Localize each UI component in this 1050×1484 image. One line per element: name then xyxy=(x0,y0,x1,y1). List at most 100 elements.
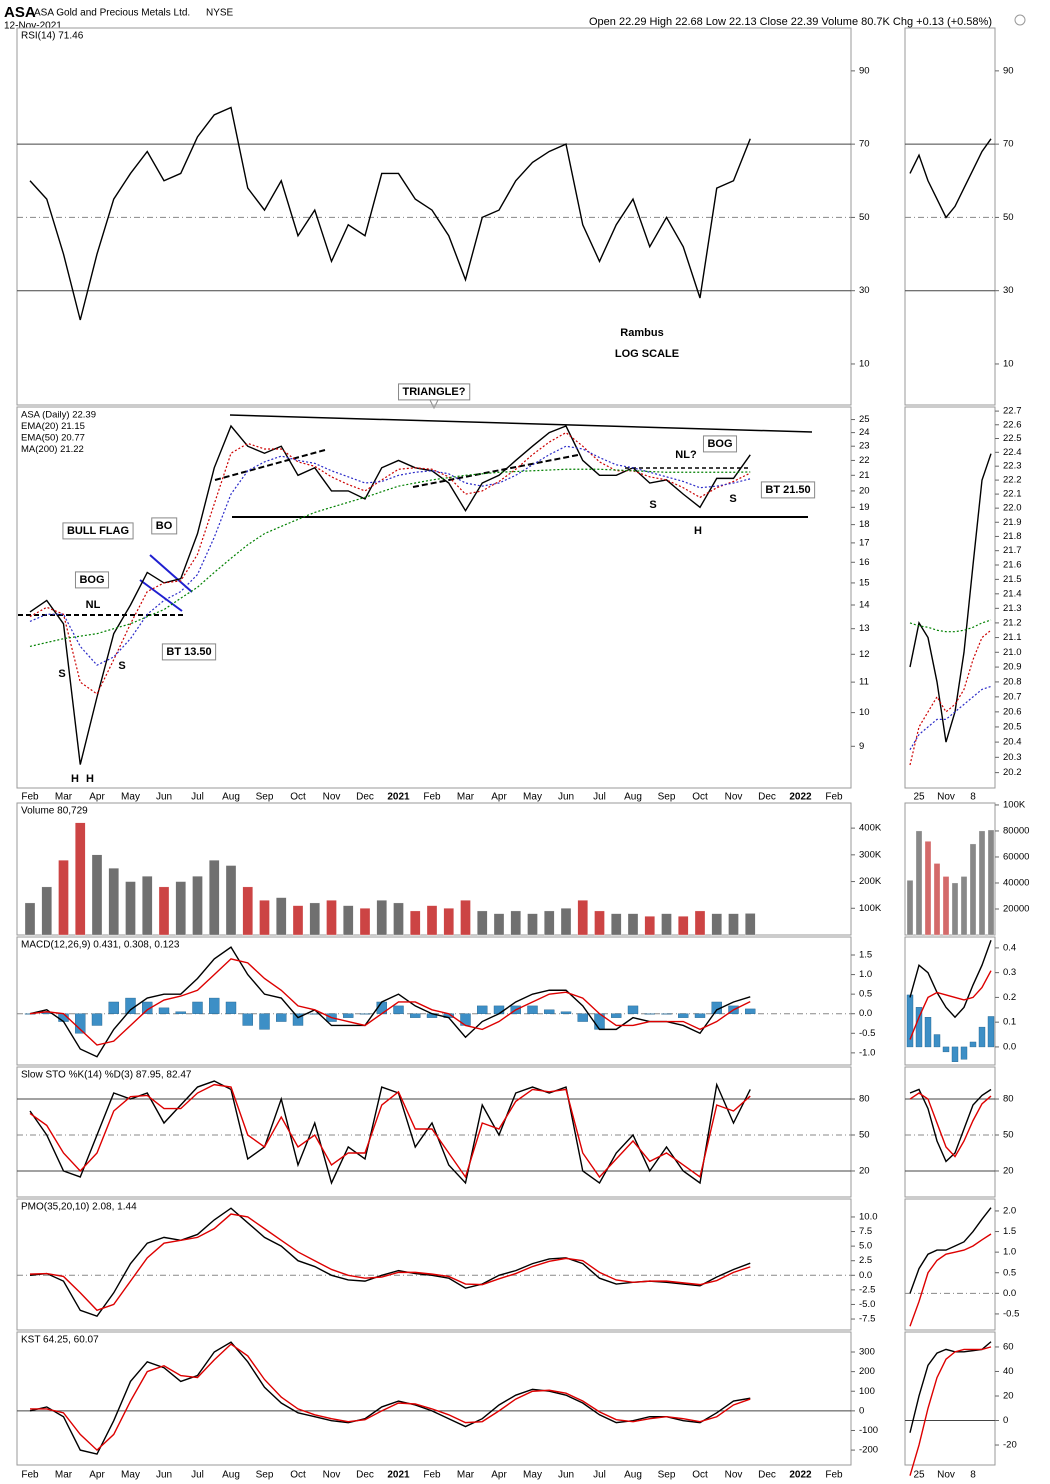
histogram-bar xyxy=(477,1005,488,1014)
y-tick-label: 21.7 xyxy=(1003,545,1022,556)
x-tick-label: Sep xyxy=(256,792,274,803)
volume-bar xyxy=(276,897,287,936)
x-tick-label: Sep xyxy=(658,792,676,803)
series-line xyxy=(909,970,992,1040)
y-tick-label: 20 xyxy=(859,485,870,496)
volume-bar xyxy=(58,860,69,936)
x-tick-label: Oct xyxy=(290,792,306,803)
y-tick-label: 22.3 xyxy=(1003,461,1022,472)
y-tick-label: 12 xyxy=(859,649,870,660)
volume-bar xyxy=(477,910,488,936)
y-tick-label: 40000 xyxy=(1003,877,1029,888)
x-tick-label: 2021 xyxy=(387,792,410,803)
series-line xyxy=(29,1341,751,1455)
volume-bar xyxy=(108,868,119,936)
histogram-bar xyxy=(192,1001,203,1014)
y-tick-label: 50 xyxy=(1003,1130,1014,1141)
annotation: NL xyxy=(86,599,101,611)
histogram-bar xyxy=(242,1013,253,1026)
copyright-icon xyxy=(1014,14,1026,26)
y-tick-label: 18 xyxy=(859,519,870,530)
y-tick-label: 20.5 xyxy=(1003,721,1022,732)
volume-bar xyxy=(915,830,923,936)
y-tick-label: -20 xyxy=(1003,1440,1017,1451)
panel-frame xyxy=(904,936,996,1066)
volume-bar xyxy=(577,900,588,936)
volume-bar xyxy=(410,910,421,936)
volume-bar xyxy=(942,876,950,936)
y-tick-label: 90 xyxy=(859,65,870,76)
quote: Open 22.29 High 22.68 Low 22.13 Close 22… xyxy=(589,16,992,28)
y-tick-label: -0.5 xyxy=(859,1028,875,1039)
histogram-bar xyxy=(108,1001,119,1014)
x-tick-label: Apr xyxy=(491,792,507,803)
y-tick-label: 24 xyxy=(859,427,870,438)
panel-frame xyxy=(904,1198,996,1331)
volume-bar xyxy=(661,913,672,936)
y-tick-label: 70 xyxy=(859,139,870,150)
x-tick-label: Jun xyxy=(558,1470,574,1481)
panel-title: KST 64.25, 60.07 xyxy=(21,1335,99,1346)
y-tick-label: 20.7 xyxy=(1003,691,1022,702)
x-tick-label: May xyxy=(523,792,542,803)
y-tick-label: 19 xyxy=(859,502,870,513)
histogram-bar xyxy=(527,1005,538,1014)
histogram-bar xyxy=(125,997,136,1014)
y-tick-label: 10 xyxy=(859,707,870,718)
series-line xyxy=(29,431,751,695)
y-tick-label: 300 xyxy=(859,1347,875,1358)
series-line xyxy=(909,453,992,743)
x-tick-label: 2022 xyxy=(789,792,812,803)
volume-bar xyxy=(443,908,454,936)
y-tick-label: 21.9 xyxy=(1003,517,1022,528)
annotation: S xyxy=(649,499,656,511)
histogram-bar xyxy=(942,1046,950,1053)
series-line xyxy=(29,946,751,1058)
y-tick-label: 21.6 xyxy=(1003,560,1022,571)
annotation: S xyxy=(729,493,736,505)
panel-title: Slow STO %K(14) %D(3) 87.95, 82.47 xyxy=(21,1070,192,1081)
y-tick-label: 0.2 xyxy=(1003,992,1016,1003)
histogram-bar xyxy=(577,1013,588,1022)
panel-frame xyxy=(16,1066,852,1198)
x-tick-label: Dec xyxy=(758,1470,776,1481)
histogram-bar xyxy=(694,1013,706,1018)
y-tick-label: 11 xyxy=(859,677,869,688)
y-tick-label: -2.5 xyxy=(859,1284,875,1295)
panel-frame xyxy=(16,27,852,406)
volume-bar xyxy=(158,886,170,936)
x-tick-label: Sep xyxy=(256,1470,274,1481)
y-tick-label: 1.0 xyxy=(859,969,872,980)
panel-frame xyxy=(16,406,852,789)
histogram-bar xyxy=(410,1013,421,1018)
y-tick-label: 20.2 xyxy=(1003,767,1022,778)
annotation: S xyxy=(118,660,125,672)
panel-frame xyxy=(904,406,996,789)
x-tick-label: Jun xyxy=(558,792,574,803)
y-tick-label: 90 xyxy=(1003,65,1014,76)
volume-bar xyxy=(960,876,968,936)
histogram-bar xyxy=(493,1005,505,1014)
x-tick-label: Jun xyxy=(156,792,172,803)
y-tick-label: 16 xyxy=(859,557,870,568)
volume-bar xyxy=(527,913,538,936)
volume-bar xyxy=(711,913,722,936)
y-tick-label: -5.0 xyxy=(859,1299,875,1310)
x-tick-label: Mar xyxy=(55,792,73,803)
x-tick-label: Feb xyxy=(21,1470,39,1481)
histogram-bar xyxy=(933,1034,941,1048)
histogram-bar xyxy=(611,1013,622,1018)
histogram-bar xyxy=(75,1013,86,1034)
histogram-bar xyxy=(969,1041,977,1048)
x-tick-label: Apr xyxy=(89,792,105,803)
annotation-box xyxy=(62,522,134,540)
y-tick-label: 21.3 xyxy=(1003,603,1022,614)
y-tick-label: -100 xyxy=(859,1425,878,1436)
volume-bar xyxy=(292,905,304,936)
y-tick-label: 25 xyxy=(859,414,870,425)
series-line xyxy=(29,1207,751,1317)
y-tick-label: 20.3 xyxy=(1003,752,1022,763)
annotation: BOG xyxy=(79,574,104,586)
y-tick-label: 0.5 xyxy=(859,989,872,1000)
y-tick-label: 21.4 xyxy=(1003,588,1022,599)
